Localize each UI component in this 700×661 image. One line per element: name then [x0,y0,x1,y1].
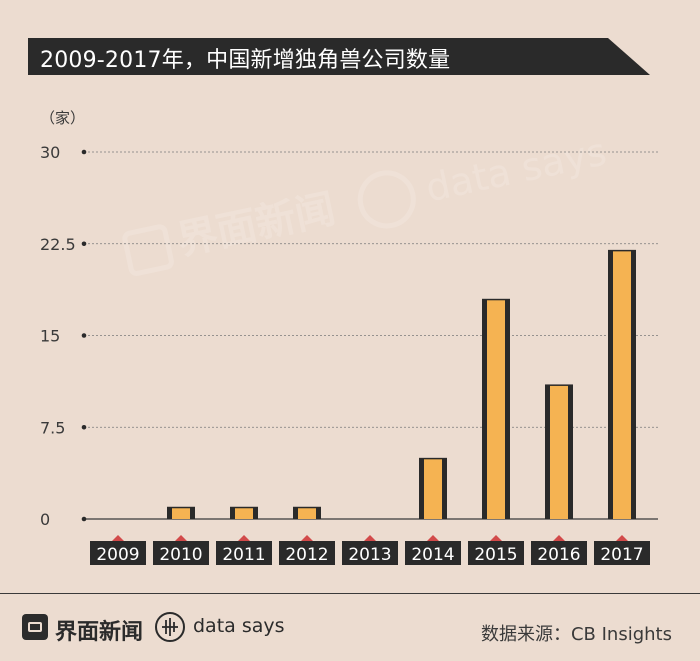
title-banner [28,38,653,80]
jiemian-logo-icon [22,614,48,640]
year-marker [616,535,628,541]
year-marker [238,535,250,541]
y-tick-dot [81,149,87,155]
year-marker [553,535,565,541]
chart-title: 2009-2017年，中国新增独角兽公司数量 [40,48,451,73]
x-tick-label: 2015 [474,545,517,565]
y-tick-label: 15 [40,327,60,346]
year-label-box [531,541,587,565]
y-axis-unit-label: （家） [40,109,86,127]
y-tick-label: 7.5 [40,418,65,437]
year-marker [364,535,376,541]
bar [487,300,505,519]
x-tick-label: 2010 [159,545,202,565]
source-note: 数据来源：CB Insights [480,624,672,645]
y-tick-label: 30 [40,143,60,162]
x-tick-label: 2014 [411,545,454,565]
bar [172,508,190,519]
bar [550,385,568,519]
bar [613,251,631,519]
x-tick-label: 2013 [348,545,391,565]
x-tick-label: 2012 [285,545,328,565]
year-label-box [216,541,272,565]
y-tick-dot [81,241,87,247]
year-label-box [153,541,209,565]
x-tick-label: 2009 [96,545,139,565]
year-label-box [342,541,398,565]
datasays-logo-icon [155,612,185,642]
bar [424,459,442,519]
footer-divider [0,593,700,594]
y-tick-label: 0 [40,510,50,529]
y-tick-dot [81,424,87,430]
jiemian-logo-text: 界面新闻 [55,620,144,645]
year-label-box [279,541,335,565]
x-tick-label: 2017 [600,545,643,565]
x-tick-label: 2011 [222,545,265,565]
title-banner-shape [28,38,650,75]
year-marker [175,535,187,541]
year-label-box [90,541,146,565]
y-tick-dot [81,333,87,338]
year-marker [112,535,124,541]
year-marker [427,535,439,541]
year-label-box [594,541,650,565]
year-label-box [468,541,524,565]
bar [235,508,253,519]
y-tick-label: 22.5 [40,235,76,254]
year-marker [301,535,313,541]
year-marker [490,535,502,541]
x-tick-label: 2016 [537,545,580,565]
bar-chart: 0 7.5 15 22.5 30 2009 2010 2011 2012 2013 2014 2015… [40,143,658,565]
bar [298,508,316,519]
datasays-logo-text: data says [193,615,285,637]
year-label-box [405,541,461,565]
y-tick-dot [81,516,87,522]
